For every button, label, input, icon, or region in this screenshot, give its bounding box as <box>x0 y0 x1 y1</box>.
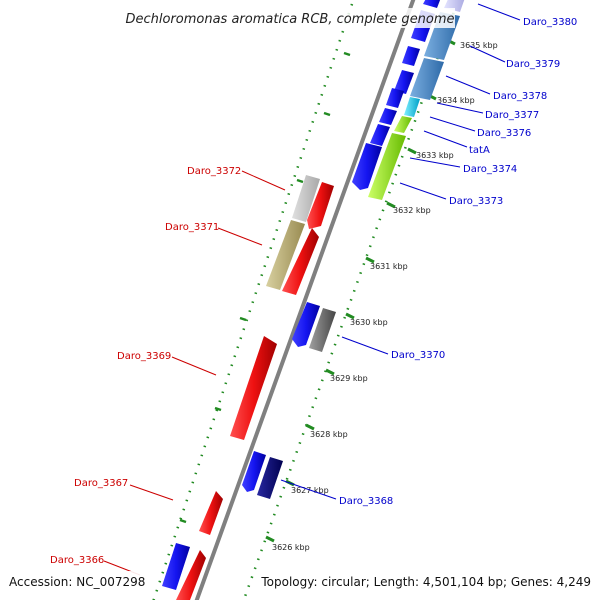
tick-label: 3632 kbp <box>393 206 431 215</box>
gene-block-daro-3372[interactable] <box>292 175 320 222</box>
tick-label: 3629 kbp <box>330 374 368 383</box>
title-backdrop <box>125 8 455 28</box>
gene-arrow-daro-3372[interactable] <box>307 182 334 229</box>
gene-block-daro-3377[interactable] <box>404 97 420 117</box>
gene-label-daro-3367[interactable]: Daro_3367 <box>74 478 128 489</box>
gene-label-daro-3370[interactable]: Daro_3370 <box>391 350 445 361</box>
gene-arrow-small-3[interactable] <box>386 88 404 108</box>
tick-ring-inner <box>152 0 355 600</box>
gene-arrow-daro-3370a[interactable] <box>292 302 320 347</box>
gene-arrow-daro-3368a[interactable] <box>242 451 266 492</box>
gene-label-daro-3377[interactable]: Daro_3377 <box>485 110 539 121</box>
tick-3630: 3630 kbp <box>345 312 388 327</box>
tick-3633: 3633 kbp <box>407 147 454 160</box>
gene-block-daro-3378[interactable] <box>410 58 444 100</box>
tick-3626: 3626 kbp <box>265 535 310 552</box>
tick-label: 3626 kbp <box>272 543 310 552</box>
genome-info-text: Topology: circular; Length: 4,501,104 bp… <box>260 575 591 589</box>
gene-arrow-daro-3369[interactable] <box>230 336 277 440</box>
tick-label: 3634 kbp <box>437 96 475 105</box>
tick-3628: 3628 kbp <box>305 423 348 439</box>
reverse-labels: Daro_3372 Daro_3371 Daro_3369 Daro_3367 … <box>50 166 241 566</box>
gene-label-daro-3372[interactable]: Daro_3372 <box>187 166 241 177</box>
gene-block-daro-3376[interactable] <box>394 116 412 133</box>
info-backdrop <box>256 571 596 591</box>
gene-arrow-tata[interactable] <box>370 124 390 146</box>
accession-backdrop <box>4 571 154 591</box>
kbp-ticks: 3635 kbp 3634 kbp 3633 kbp 3632 kbp 3631… <box>179 38 498 552</box>
gene-label-daro-3378[interactable]: Daro_3378 <box>493 91 547 102</box>
forward-leaders <box>280 3 521 500</box>
gene-arrow-small-2[interactable] <box>394 70 414 94</box>
gene-arrow-small-1[interactable] <box>402 46 420 66</box>
gene-label-tata[interactable]: tatA <box>469 145 490 156</box>
forward-labels: Daro_3380 Daro_3379 Daro_3378 Daro_3377 … <box>339 17 577 507</box>
tick-3629: 3629 kbp <box>325 368 368 383</box>
gene-arrow-small-4[interactable] <box>379 108 397 125</box>
forward-strand <box>242 0 465 499</box>
gene-block-daro-3373[interactable] <box>368 133 406 200</box>
tick-3627: 3627 kbp <box>285 479 329 495</box>
gene-arrow-daro-3380[interactable] <box>423 0 442 8</box>
accession-text: Accession: NC_007298 <box>9 575 145 589</box>
tick-3632: 3632 kbp <box>386 201 431 215</box>
gene-block-daro-3371[interactable] <box>266 220 305 290</box>
tick-3634: 3634 kbp <box>427 93 475 105</box>
gene-arrow-daro-3367[interactable] <box>199 491 223 535</box>
gene-block-daro-3368[interactable] <box>257 457 283 499</box>
gene-label-daro-3380[interactable]: Daro_3380 <box>523 17 577 28</box>
tick-label: 3631 kbp <box>370 262 408 271</box>
gene-label-daro-3368[interactable]: Daro_3368 <box>339 496 393 507</box>
map-title: Dechloromonas aromatica RCB, complete ge… <box>125 12 454 27</box>
genome-backbone <box>194 0 416 600</box>
gene-arrow-daro-3371[interactable] <box>282 228 319 295</box>
gene-arrow-daro-3374[interactable] <box>352 143 382 190</box>
gene-label-daro-3373[interactable]: Daro_3373 <box>449 196 503 207</box>
reverse-strand <box>162 175 334 600</box>
tick-3631: 3631 kbp <box>365 256 408 271</box>
gene-label-daro-3379[interactable]: Daro_3379 <box>506 59 560 70</box>
tick-label: 3627 kbp <box>291 486 329 495</box>
tick-label: 3633 kbp <box>416 151 454 160</box>
gene-label-daro-3366[interactable]: Daro_3366 <box>50 555 104 566</box>
tick-label: 3628 kbp <box>310 430 348 439</box>
gene-arrow-daro-3366[interactable] <box>176 550 206 600</box>
tick-label: 3630 kbp <box>350 318 388 327</box>
gene-label-daro-3371[interactable]: Daro_3371 <box>165 222 219 233</box>
gene-label-daro-3374[interactable]: Daro_3374 <box>463 164 517 175</box>
tick-ring-outer <box>242 0 460 600</box>
gene-label-daro-3376[interactable]: Daro_3376 <box>477 128 531 139</box>
tick-3635: 3635 kbp <box>446 38 498 50</box>
tick-label: 3635 kbp <box>460 41 498 50</box>
gene-block-daro-3370[interactable] <box>309 308 336 352</box>
gene-label-daro-3369[interactable]: Daro_3369 <box>117 351 171 362</box>
gene-arrow-daro-3366a[interactable] <box>162 543 190 590</box>
